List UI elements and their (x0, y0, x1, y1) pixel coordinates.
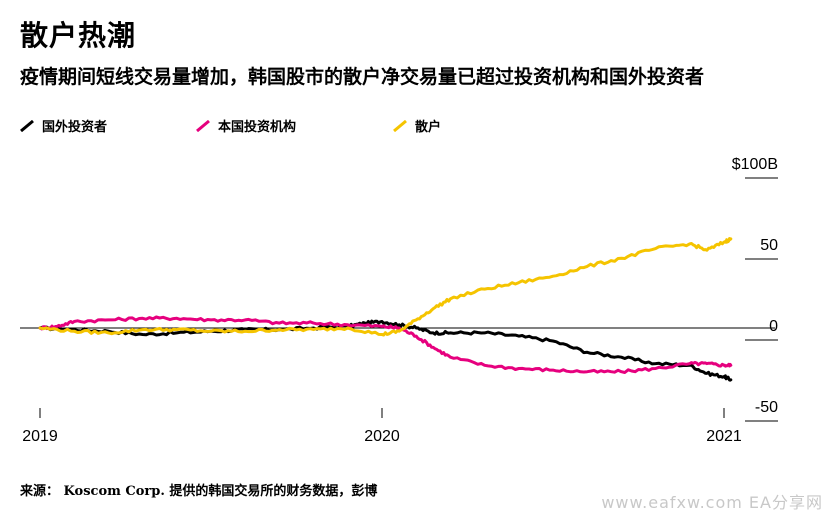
y-tick-label: 0 (769, 318, 778, 335)
legend-item-retail: 散户 (393, 116, 441, 135)
legend-swatch-foreign (20, 119, 34, 132)
x-tick-label: 2020 (364, 428, 400, 445)
source-note: 来源： Koscom Corp. 提供的韩国交易所的财务数据，彭博 (20, 484, 378, 499)
chart-subtitle: 疫情期间短线交易量增加，韩国股市的散户净交易量已超过投资机构和国外投资者 (20, 66, 705, 88)
x-tick-label: 2021 (706, 428, 742, 445)
legend-swatch-retail (393, 119, 407, 132)
series-line-institution (38, 315, 733, 374)
chart-legend: 国外投资者 本国投资机构 散户 (0, 116, 831, 140)
legend-label-institution: 本国投资机构 (218, 120, 297, 135)
y-tick-label: $100B (732, 156, 778, 173)
legend-label-retail: 散户 (415, 120, 442, 135)
y-tick-label: -50 (755, 399, 778, 416)
chart-series (38, 237, 733, 382)
legend-item-foreign: 国外投资者 (20, 116, 107, 135)
chart-axes: $100B 50 0 -50 2019 2020 2021 (20, 156, 778, 445)
legend-label-foreign: 国外投资者 (42, 120, 108, 135)
series-line-retail (38, 237, 733, 337)
legend-swatch-institution (196, 119, 210, 132)
watermark: www.eafxw.com EA分享网 (601, 493, 823, 512)
x-tick-label: 2019 (22, 428, 58, 445)
chart-title: 散户热潮 (20, 19, 137, 52)
y-tick-label: 50 (760, 237, 778, 254)
legend-item-institution: 本国投资机构 (196, 116, 296, 135)
